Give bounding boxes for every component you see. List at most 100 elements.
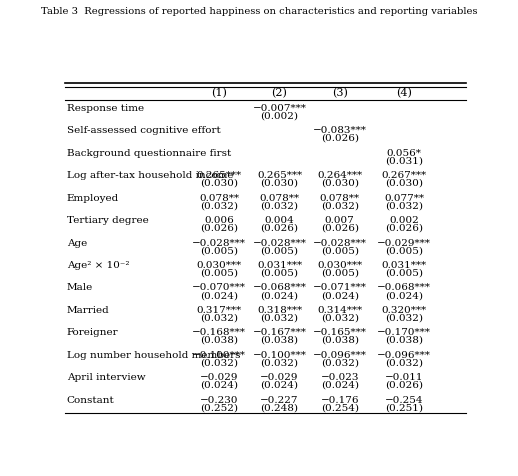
Text: (0.024): (0.024) — [200, 381, 238, 390]
Text: 0.006: 0.006 — [205, 216, 234, 225]
Text: (0.005): (0.005) — [261, 268, 298, 278]
Text: (0.026): (0.026) — [385, 224, 423, 233]
Text: −0.023: −0.023 — [321, 373, 359, 382]
Text: (0.032): (0.032) — [261, 314, 298, 323]
Text: 0.078**: 0.078** — [260, 194, 299, 203]
Text: −0.007***: −0.007*** — [253, 104, 307, 113]
Text: 0.078**: 0.078** — [199, 194, 239, 203]
Text: (0.248): (0.248) — [261, 403, 298, 412]
Text: −0.083***: −0.083*** — [313, 127, 367, 135]
Text: (0.026): (0.026) — [385, 381, 423, 390]
Text: (0.032): (0.032) — [321, 201, 359, 210]
Text: 0.002: 0.002 — [389, 216, 419, 225]
Text: −0.170***: −0.170*** — [377, 328, 431, 337]
Text: (0.032): (0.032) — [200, 201, 238, 210]
Text: (0.005): (0.005) — [385, 268, 423, 278]
Text: −0.100***: −0.100*** — [192, 351, 246, 360]
Text: (0.032): (0.032) — [385, 314, 423, 323]
Text: −0.068***: −0.068*** — [253, 283, 307, 292]
Text: −0.227: −0.227 — [260, 396, 299, 405]
Text: (0.031): (0.031) — [385, 157, 423, 166]
Text: 0.267***: 0.267*** — [381, 171, 426, 180]
Text: −0.176: −0.176 — [321, 396, 359, 405]
Text: (0.024): (0.024) — [321, 381, 359, 390]
Text: (0.026): (0.026) — [321, 224, 359, 233]
Text: −0.230: −0.230 — [200, 396, 239, 405]
Text: April interview: April interview — [67, 373, 146, 382]
Text: Self-assessed cognitive effort: Self-assessed cognitive effort — [67, 127, 221, 135]
Text: Background questionnaire first: Background questionnaire first — [67, 149, 231, 158]
Text: (0.024): (0.024) — [200, 291, 238, 300]
Text: (0.030): (0.030) — [261, 179, 298, 188]
Text: 0.314***: 0.314*** — [317, 306, 362, 315]
Text: (0.032): (0.032) — [321, 314, 359, 323]
Text: (0.038): (0.038) — [385, 336, 423, 345]
Text: 0.317***: 0.317*** — [197, 306, 242, 315]
Text: (0.002): (0.002) — [261, 111, 298, 120]
Text: (0.254): (0.254) — [321, 403, 359, 412]
Text: (0.032): (0.032) — [261, 358, 298, 367]
Text: (0.005): (0.005) — [321, 268, 359, 278]
Text: −0.168***: −0.168*** — [192, 328, 246, 337]
Text: 0.318***: 0.318*** — [257, 306, 302, 315]
Text: (0.024): (0.024) — [261, 291, 298, 300]
Text: (0.032): (0.032) — [321, 358, 359, 367]
Text: Male: Male — [67, 283, 93, 292]
Text: (0.026): (0.026) — [200, 224, 238, 233]
Text: −0.029: −0.029 — [200, 373, 239, 382]
Text: 0.320***: 0.320*** — [381, 306, 426, 315]
Text: (0.032): (0.032) — [200, 358, 238, 367]
Text: (2): (2) — [271, 88, 287, 99]
Text: (0.005): (0.005) — [200, 246, 238, 255]
Text: 0.056*: 0.056* — [386, 149, 422, 158]
Text: (0.005): (0.005) — [385, 246, 423, 255]
Text: Constant: Constant — [67, 396, 114, 405]
Text: −0.100***: −0.100*** — [253, 351, 307, 360]
Text: −0.028***: −0.028*** — [253, 238, 307, 248]
Text: 0.265***: 0.265*** — [257, 171, 302, 180]
Text: −0.096***: −0.096*** — [377, 351, 431, 360]
Text: −0.167***: −0.167*** — [253, 328, 307, 337]
Text: 0.078**: 0.078** — [320, 194, 359, 203]
Text: (0.024): (0.024) — [321, 291, 359, 300]
Text: −0.068***: −0.068*** — [377, 283, 431, 292]
Text: (0.005): (0.005) — [321, 246, 359, 255]
Text: (3): (3) — [332, 88, 348, 99]
Text: −0.254: −0.254 — [385, 396, 423, 405]
Text: (4): (4) — [396, 88, 412, 99]
Text: (0.032): (0.032) — [200, 314, 238, 323]
Text: Table 3  Regressions of reported happiness on characteristics and reporting vari: Table 3 Regressions of reported happines… — [41, 7, 477, 16]
Text: (0.030): (0.030) — [321, 179, 359, 188]
Text: (0.038): (0.038) — [261, 336, 298, 345]
Text: −0.071***: −0.071*** — [313, 283, 367, 292]
Text: Employed: Employed — [67, 194, 119, 203]
Text: −0.070***: −0.070*** — [192, 283, 246, 292]
Text: Log number household members: Log number household members — [67, 351, 240, 360]
Text: Tertiary degree: Tertiary degree — [67, 216, 149, 225]
Text: Response time: Response time — [67, 104, 144, 113]
Text: (0.024): (0.024) — [261, 381, 298, 390]
Text: Married: Married — [67, 306, 109, 315]
Text: (0.026): (0.026) — [321, 134, 359, 143]
Text: Log after-tax household income: Log after-tax household income — [67, 171, 233, 180]
Text: Age: Age — [67, 238, 87, 248]
Text: 0.007: 0.007 — [325, 216, 355, 225]
Text: (0.038): (0.038) — [321, 336, 359, 345]
Text: Foreigner: Foreigner — [67, 328, 119, 337]
Text: 0.030***: 0.030*** — [197, 261, 242, 270]
Text: (0.005): (0.005) — [261, 246, 298, 255]
Text: −0.028***: −0.028*** — [313, 238, 367, 248]
Text: 0.264***: 0.264*** — [317, 171, 362, 180]
Text: (0.005): (0.005) — [200, 268, 238, 278]
Text: (0.030): (0.030) — [385, 179, 423, 188]
Text: −0.029***: −0.029*** — [377, 238, 431, 248]
Text: 0.077**: 0.077** — [384, 194, 424, 203]
Text: (0.032): (0.032) — [385, 358, 423, 367]
Text: (0.038): (0.038) — [200, 336, 238, 345]
Text: (0.026): (0.026) — [261, 224, 298, 233]
Text: (1): (1) — [211, 88, 227, 99]
Text: −0.096***: −0.096*** — [313, 351, 367, 360]
Text: 0.265***: 0.265*** — [197, 171, 242, 180]
Text: (0.024): (0.024) — [385, 291, 423, 300]
Text: −0.029: −0.029 — [260, 373, 299, 382]
